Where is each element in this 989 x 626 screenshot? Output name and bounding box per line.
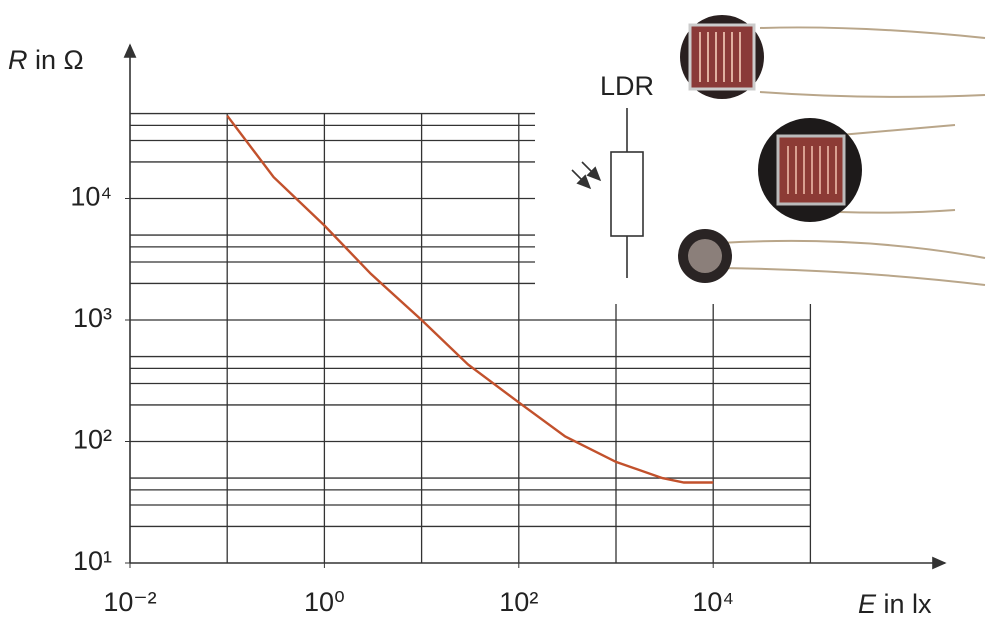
x-tick-label: 10²	[499, 587, 538, 617]
y-axis-label: R in Ω	[8, 45, 84, 75]
grid	[130, 114, 810, 563]
y-tick-label: 10¹	[73, 546, 112, 576]
y-label-unit: in Ω	[35, 45, 84, 75]
x-axis-label: E in lx	[858, 589, 932, 619]
y-tick-label: 10³	[73, 303, 112, 333]
ldr-symbol	[572, 108, 643, 278]
y-tick-label: 10⁴	[70, 182, 112, 212]
y-tick-label: 10²	[73, 425, 112, 455]
x-label-symbol: E	[858, 589, 877, 619]
ldr-label: LDR	[600, 71, 654, 101]
x-tick-label: 10⁰	[304, 587, 345, 617]
x-tick-label: 10⁴	[692, 587, 734, 617]
ldr-photos	[678, 15, 985, 285]
x-label-unit: in lx	[884, 589, 933, 619]
chart: R in Ω E in lx LDR 10¹ 10² 10³ 10⁴ 10⁻² 10⁰ 10…	[0, 0, 989, 626]
y-label-symbol: R	[8, 45, 28, 75]
x-tick-label: 10⁻²	[103, 587, 156, 617]
